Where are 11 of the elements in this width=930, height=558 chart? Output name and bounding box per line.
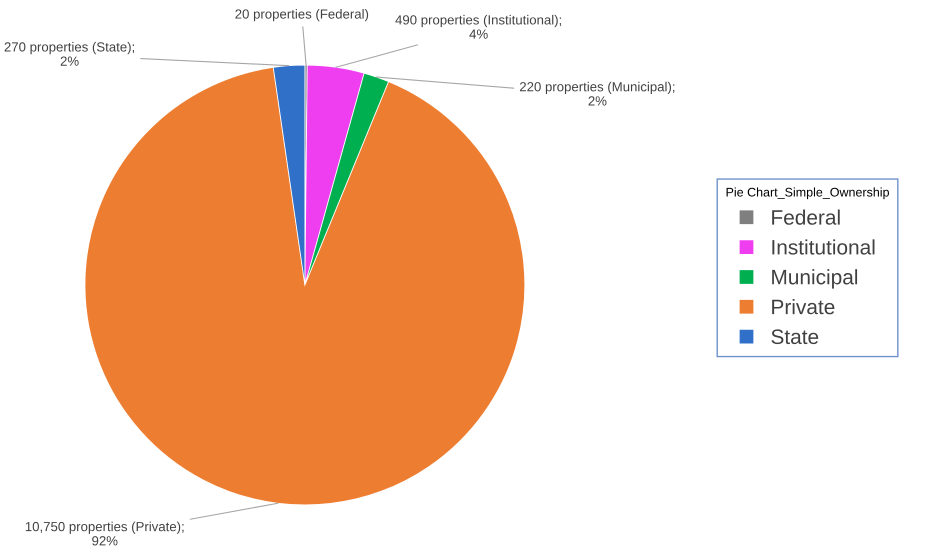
legend-label: Private	[772, 299, 834, 314]
legend-label: Municipal	[772, 269, 858, 289]
legend-title: Pie Chart_Simple_Ownership	[726, 187, 889, 200]
legend-label: Federal	[772, 209, 840, 225]
legend-label: Institutional	[772, 239, 874, 255]
data-label: 10,750 properties (Private); 92%	[26, 522, 184, 546]
legend-label: State	[771, 329, 818, 344]
data-label: 270 properties (State); 2%	[4, 42, 134, 66]
data-label: 20 properties (Federal)	[235, 8, 368, 22]
data-label: 220 properties (Municipal); 2%	[520, 82, 674, 106]
data-label: 490 properties (Institutional); 4%	[395, 14, 562, 39]
